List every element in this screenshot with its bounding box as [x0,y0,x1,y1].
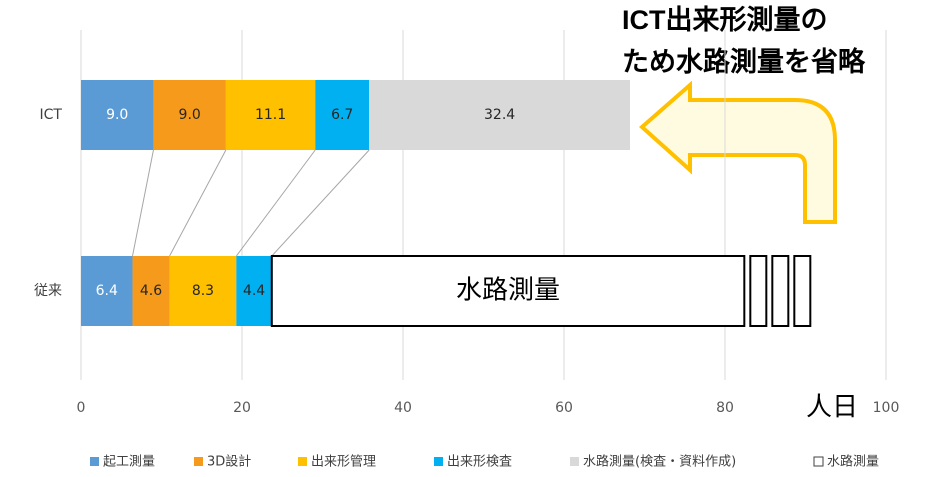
bar-segment [369,80,631,150]
bar-segment [81,256,133,326]
annotation-line: ため水路測量を省略 [622,46,866,77]
bar-name-label: 水路測量 [456,276,560,306]
arrow [638,80,837,224]
data-label: 11.1 [255,107,286,123]
legend-swatch [194,457,203,466]
x-tick-label: 80 [716,400,734,416]
data-label: 9.0 [106,107,128,123]
x-tick-label: 0 [77,400,86,416]
legend-swatch [813,456,824,467]
data-label: 9.0 [179,107,201,123]
legend-label: 水路測量(検査・資料作成) [583,454,736,470]
connector [271,149,370,257]
data-label: 4.4 [243,283,265,299]
connector [132,149,154,257]
y-tick-label: ICT [40,107,63,123]
legend-swatch [434,457,443,466]
x-tick-label: 40 [394,400,412,416]
break-box [793,255,812,327]
legend-label: 水路測量 [827,454,879,470]
bar-segment [169,256,237,326]
legend-swatch [298,457,307,466]
data-label: 4.6 [140,283,162,299]
legend-label: 起工測量 [103,455,155,470]
legend-label: 出来形管理 [311,455,376,470]
connector [235,149,316,257]
bar-segment [270,255,746,327]
legend-swatch [90,457,99,466]
x-unit-label: 人日 [806,393,858,423]
x-tick-label: 20 [233,400,251,416]
bar-segment [81,80,154,150]
x-tick-label: 100 [873,400,900,416]
bar-segment [153,80,226,150]
legend-swatch [570,457,579,466]
break-box [771,255,790,327]
break-box [749,255,768,327]
data-label: 8.3 [192,283,214,299]
unit-bg [806,392,868,424]
data-label: 6.4 [96,283,118,299]
x-tick-label: 60 [555,400,573,416]
bar-segment [315,80,370,150]
connector [169,149,227,257]
legend-label: 出来形検査 [447,455,512,470]
bar-segment [236,256,272,326]
bar-segment [132,256,170,326]
data-label: 32.4 [484,107,515,123]
data-label: 6.7 [331,107,353,123]
bar-segment [225,80,316,150]
legend-label: 3D設計 [207,454,251,470]
y-tick-label: 従来 [34,283,62,299]
